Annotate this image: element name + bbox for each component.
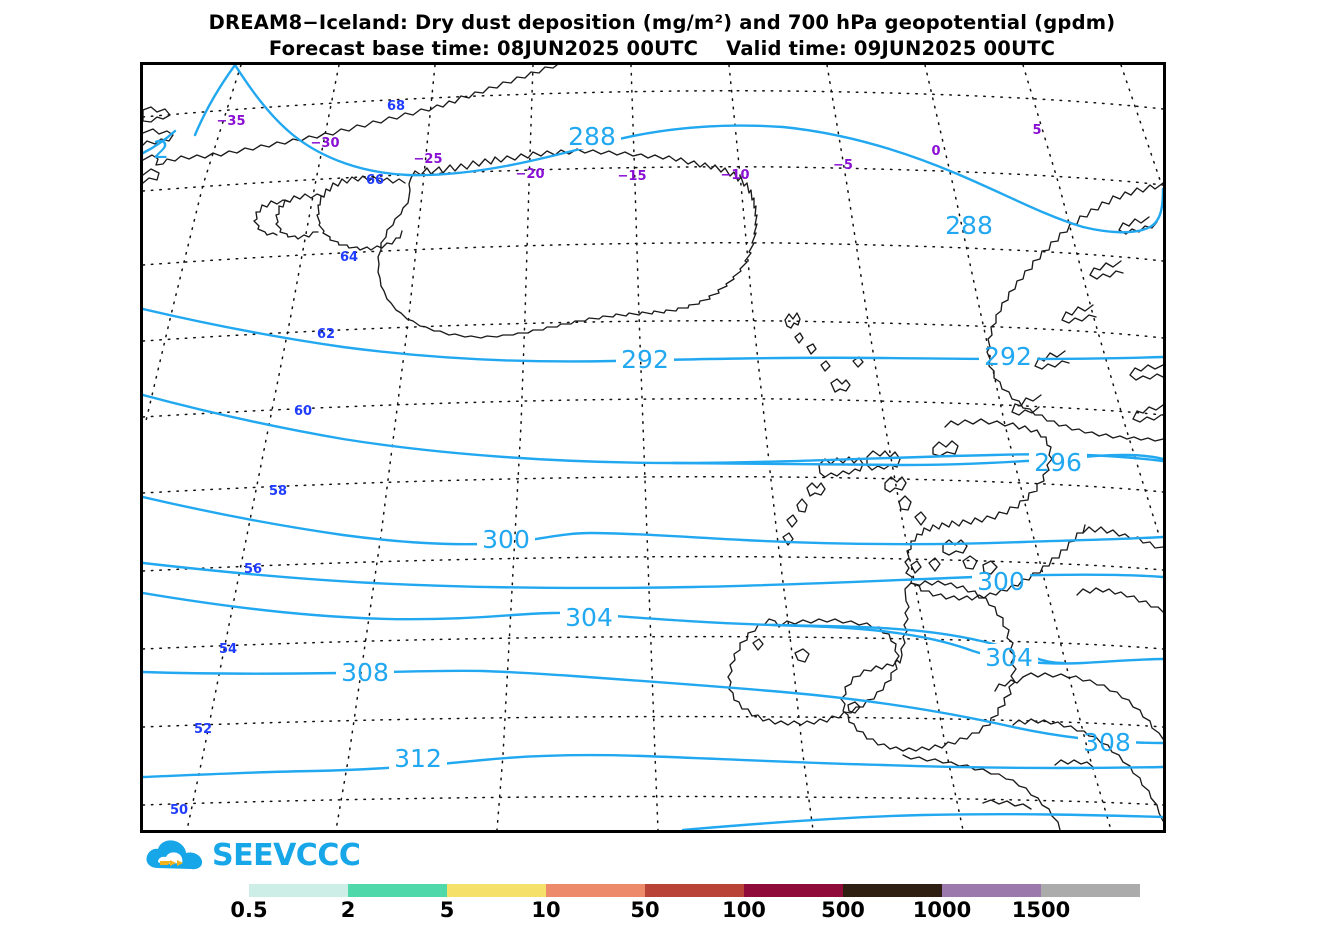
- title-line-1: DREAM8−Iceland: Dry dust deposition (mg/…: [208, 11, 1116, 34]
- contour-label: 288: [945, 211, 993, 240]
- longitude-label: −15: [618, 169, 647, 184]
- cloud-icon: [146, 840, 203, 870]
- colorbar-swatch-0.5: [249, 884, 348, 897]
- contour-label: 308: [341, 658, 389, 687]
- colorbar-swatch-1500: [1041, 884, 1140, 897]
- longitude-label: −35: [217, 114, 246, 129]
- latitude-label: 54: [219, 642, 237, 657]
- graticule-parallels: [143, 90, 1163, 806]
- colorbar-swatch-1000: [942, 884, 1041, 897]
- contour-label: 300: [482, 525, 530, 554]
- map-panel: .coast { fill:none; stroke:#1a1a1a; stro…: [140, 62, 1166, 833]
- colorbar-swatch-500: [843, 884, 942, 897]
- longitude-label: 5: [1032, 123, 1041, 138]
- colorbar-swatch-2: [348, 884, 447, 897]
- latitude-label: 52: [194, 722, 212, 737]
- coastline-great-britain-south: [840, 580, 1017, 752]
- longitude-label: −10: [721, 168, 750, 183]
- colorbar-swatch-50: [645, 884, 744, 897]
- contour-label: 2: [153, 135, 169, 164]
- contour-label: 304: [985, 643, 1033, 672]
- colorbar-tick-1500: 1500: [1011, 898, 1071, 922]
- colorbar-tick-labels: 0.5 2 5 10 50 100 500 1000 1500: [200, 898, 1180, 924]
- colorbar-swatch-5: [447, 884, 546, 897]
- colorbar-swatch-100: [744, 884, 843, 897]
- coastline-faroe-islands: [784, 312, 864, 393]
- arrow-icon: [160, 860, 183, 866]
- colorbar-tick-2: 2: [340, 898, 356, 922]
- coastline-greenland: [143, 65, 558, 184]
- contour-label: 312: [394, 744, 442, 773]
- coastline-iceland: [253, 148, 758, 339]
- latitude-label: 60: [294, 404, 312, 419]
- longitude-label: −5: [833, 158, 853, 173]
- colorbar-tick-0.5: 0.5: [230, 898, 268, 922]
- latitude-label: 66: [366, 173, 384, 188]
- longitude-label: −20: [516, 167, 545, 182]
- colorbar-tick-10: 10: [531, 898, 561, 922]
- seevccc-logo: SEEVCCC: [144, 836, 404, 876]
- contour-label: 300: [977, 567, 1025, 596]
- contour-label: 292: [621, 345, 669, 374]
- longitude-label: −25: [414, 152, 443, 167]
- contour-label: 292: [984, 342, 1032, 371]
- colorbar-tick-5: 5: [439, 898, 455, 922]
- contour-label: 288: [568, 122, 616, 151]
- contour-label: 296: [1034, 448, 1082, 477]
- latitude-label: 62: [317, 327, 335, 342]
- colorbar-tick-1000: 1000: [912, 898, 972, 922]
- colorbar-swatch-10: [546, 884, 645, 897]
- geopotential-contours: [143, 65, 1163, 830]
- latitude-label: 50: [170, 803, 188, 818]
- colorbar-tick-500: 500: [821, 898, 865, 922]
- contour-label: 308: [1083, 728, 1131, 757]
- coastline-ireland: [727, 618, 900, 726]
- graticule-meridians: [144, 65, 1162, 830]
- logo-text: SEEVCCC: [212, 838, 361, 873]
- colorbar-tick-100: 100: [722, 898, 766, 922]
- longitude-labels: −35 −30 −25 −20 −15 −10 −5 0 5: [217, 114, 1042, 184]
- colorbar-tick-50: 50: [630, 898, 660, 922]
- title-line-2: Forecast base time: 08JUN2025 00UTC Vali…: [268, 37, 1056, 60]
- latitude-label: 58: [269, 484, 287, 499]
- latitude-label: 64: [340, 250, 358, 265]
- latitude-labels: 68 66 64 62 60 58 56 54 52 50: [170, 99, 405, 818]
- map-canvas: .coast { fill:none; stroke:#1a1a1a; stro…: [143, 65, 1163, 830]
- latitude-label: 56: [244, 562, 262, 577]
- longitude-label: 0: [931, 144, 940, 159]
- dust-deposition-colorbar: 0.5 2 5 10 50 100 500 1000 1500: [200, 884, 1180, 924]
- latitude-label: 68: [387, 99, 405, 114]
- chart-title-block: DREAM8−Iceland: Dry dust deposition (mg/…: [0, 10, 1324, 62]
- colorbar-swatches: [249, 884, 1140, 897]
- contour-label: 304: [565, 603, 613, 632]
- contour-labels: 288 288 292 292 296 300 300 304 304 308 …: [153, 122, 1131, 773]
- longitude-label: −30: [311, 136, 340, 151]
